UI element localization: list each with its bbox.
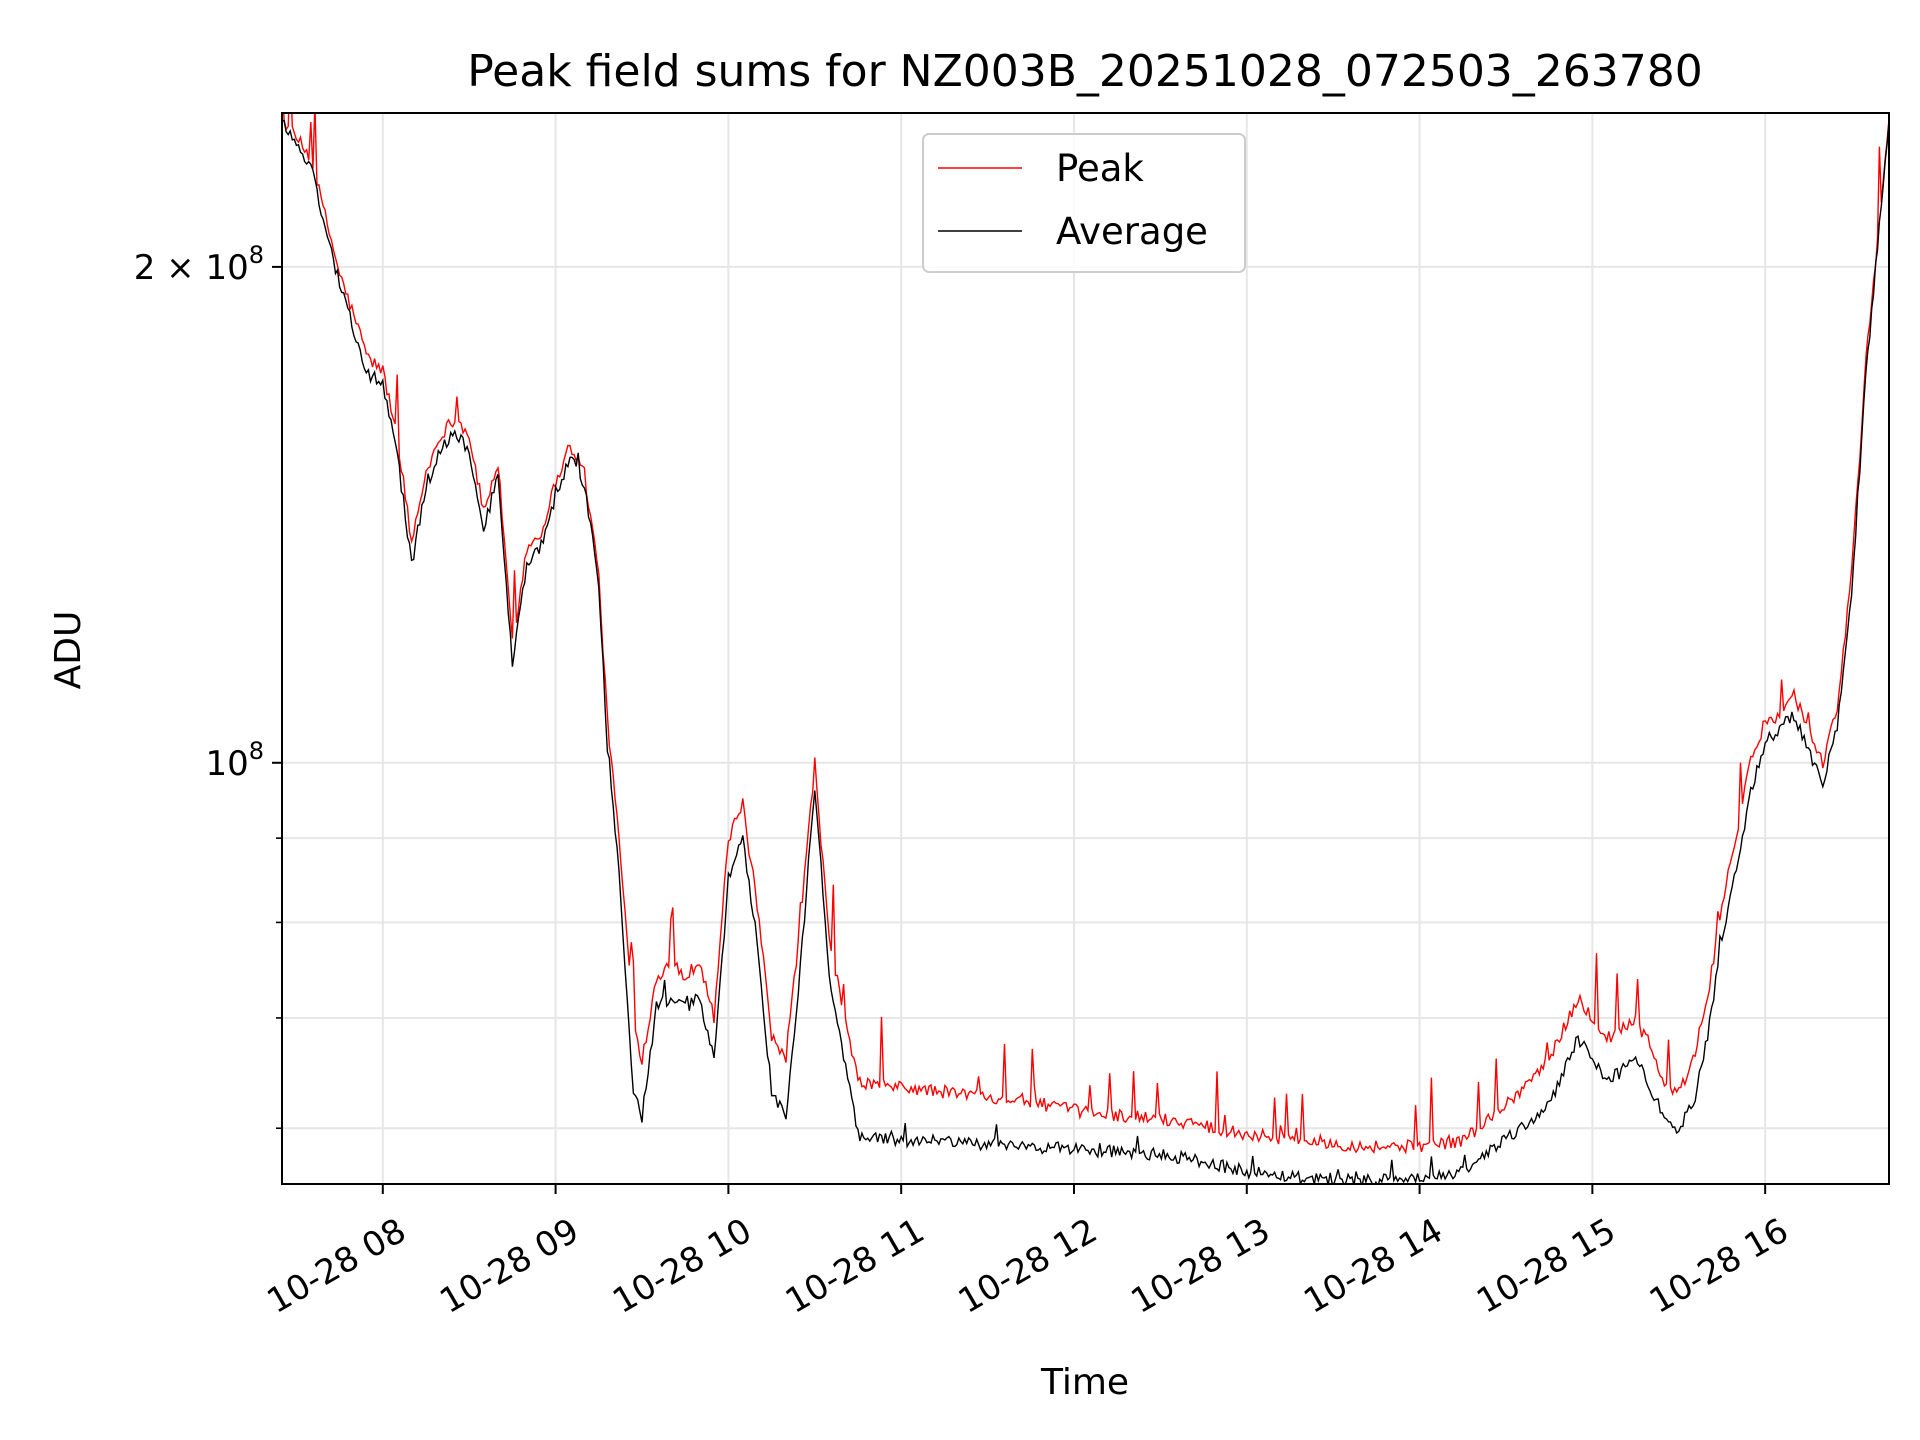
y-tick-base: 10 — [205, 744, 248, 784]
legend: Peak Average — [922, 133, 1246, 273]
chart-title: Peak field sums for NZ003B_20251028_0725… — [467, 46, 1703, 97]
plot-frame — [281, 112, 1890, 1185]
y-tick-label: 2 × 108 — [134, 241, 264, 288]
y-axis-label: ADU — [48, 611, 89, 690]
series-line-average — [282, 119, 1889, 1184]
series-line-peak — [283, 113, 1889, 1155]
y-tick-label: 108 — [205, 737, 264, 784]
y-tick-exponent: 8 — [249, 241, 264, 269]
legend-label-average: Average — [1056, 210, 1208, 253]
plot-area — [282, 113, 1889, 1184]
x-axis-label: Time — [1040, 1362, 1129, 1403]
x-grid — [381, 113, 1767, 1184]
legend-label-peak: Peak — [1056, 147, 1144, 190]
y-tick-base: 2 × 10 — [134, 248, 249, 288]
y-tick-exponent: 8 — [249, 737, 264, 765]
